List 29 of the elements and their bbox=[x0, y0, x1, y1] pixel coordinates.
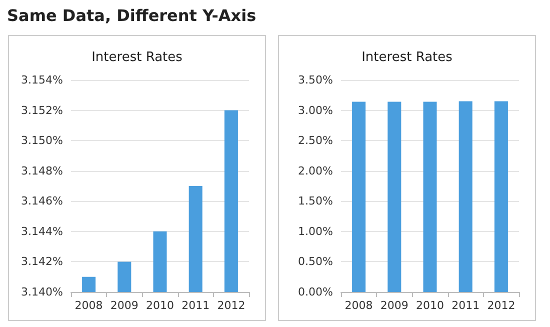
x-tick-label: 2012 bbox=[217, 299, 246, 312]
x-tick-label: 2012 bbox=[487, 299, 516, 312]
x-tick-label: 2011 bbox=[182, 299, 210, 312]
x-tick-label: 2008 bbox=[344, 299, 373, 312]
y-tick-label: 1.50% bbox=[298, 194, 333, 208]
x-tick-label: 2010 bbox=[146, 299, 174, 312]
x-tick-label: 2010 bbox=[416, 299, 444, 312]
text: Same Data, Different Y-Axis bbox=[7, 6, 256, 25]
y-tick-label: 0.50% bbox=[298, 255, 333, 268]
y-tick-label: 0.00% bbox=[298, 286, 333, 298]
y-tick-label: 3.148% bbox=[21, 164, 63, 178]
y-tick-label: 2.50% bbox=[298, 134, 333, 148]
x-tick-label: 2009 bbox=[110, 299, 138, 312]
y-tick-label: 3.142% bbox=[21, 255, 63, 268]
x-tick-label: 2011 bbox=[452, 299, 480, 312]
y-tick-label: 3.150% bbox=[21, 134, 63, 148]
y-tick-label: 3.152% bbox=[21, 104, 63, 117]
y-tick-label: 2.00% bbox=[298, 164, 333, 178]
y-tick-label: 3.146% bbox=[21, 194, 63, 208]
x-tick-label: 2009 bbox=[380, 299, 408, 312]
chart-title: Interest Rates bbox=[92, 50, 183, 65]
y-tick-label: 1.00% bbox=[298, 224, 333, 238]
y-tick-label: 3.140% bbox=[21, 286, 63, 298]
y-tick-label: 3.144% bbox=[21, 224, 63, 238]
x-tick-label: 2008 bbox=[74, 299, 103, 312]
y-tick-label: 3.00% bbox=[298, 104, 333, 117]
y-tick-label: 3.154% bbox=[21, 74, 63, 86]
y-tick-label: 3.50% bbox=[298, 74, 333, 86]
chart-title: Interest Rates bbox=[362, 50, 453, 65]
